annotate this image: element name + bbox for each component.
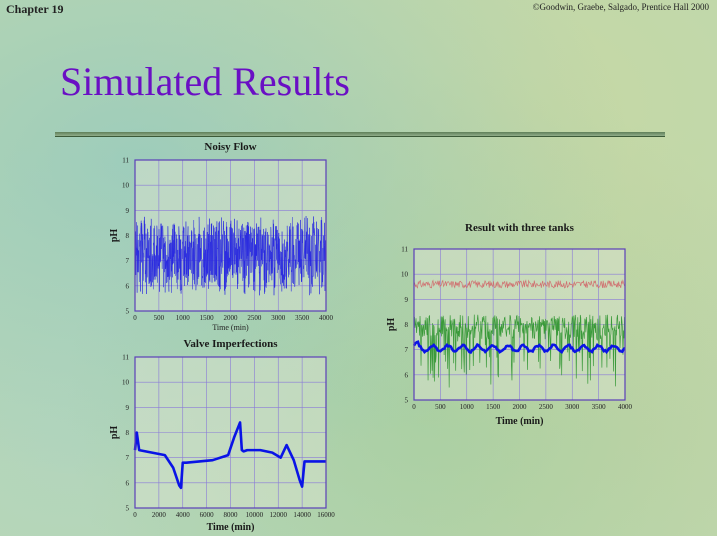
plot-frame <box>134 356 327 509</box>
chapter-label: Chapter 19 <box>6 2 64 16</box>
x-tick-label: 10000 <box>246 511 264 519</box>
y-axis-label: pH <box>386 318 397 332</box>
y-tick-label: 8 <box>126 429 130 437</box>
x-tick-label: 500 <box>154 314 165 322</box>
x-tick-label: 0 <box>133 511 137 519</box>
y-tick-label: 11 <box>401 246 408 254</box>
x-axis-label: Time (min) <box>207 522 255 533</box>
x-tick-label: 1000 <box>176 314 191 322</box>
chart-title: Result with three tanks <box>465 222 575 234</box>
x-tick-label: 2000 <box>152 511 167 519</box>
y-tick-label: 6 <box>126 479 130 487</box>
y-tick-label: 10 <box>401 271 409 279</box>
y-tick-label: 6 <box>126 282 130 290</box>
x-tick-label: 2500 <box>247 314 262 322</box>
y-tick-label: 9 <box>126 404 130 412</box>
y-tick-label: 7 <box>126 454 130 462</box>
y-tick-label: 10 <box>122 379 130 387</box>
series-line <box>413 279 626 289</box>
series-line <box>413 314 626 388</box>
y-tick-label: 9 <box>126 207 130 215</box>
y-tick-label: 11 <box>122 157 129 165</box>
x-tick-label: 0 <box>133 314 137 322</box>
y-tick-label: 10 <box>122 182 130 190</box>
x-tick-label: 12000 <box>270 511 288 519</box>
x-tick-label: 8000 <box>224 511 239 519</box>
x-tick-label: 2000 <box>224 314 239 322</box>
copyright-notice: ©Goodwin, Graebe, Salgado, Prentice Hall… <box>532 2 709 12</box>
slide-title: Simulated Results <box>60 59 350 104</box>
x-tick-label: 500 <box>435 403 446 411</box>
x-tick-label: 4000 <box>618 403 633 411</box>
x-tick-label: 3500 <box>592 403 607 411</box>
x-tick-label: 6000 <box>200 511 215 519</box>
title-divider <box>55 132 665 137</box>
y-tick-label: 7 <box>126 257 130 265</box>
x-tick-label: 0 <box>412 403 416 411</box>
y-tick-label: 6 <box>405 371 409 379</box>
series-line <box>134 216 327 296</box>
x-tick-label: 2000 <box>513 403 528 411</box>
plot-frame <box>413 248 626 401</box>
y-tick-label: 5 <box>126 505 130 513</box>
x-tick-label: 1500 <box>486 403 501 411</box>
y-tick-label: 11 <box>122 354 129 362</box>
series-line <box>133 421 326 490</box>
x-tick-label: 1500 <box>200 314 215 322</box>
x-tick-label: 14000 <box>293 511 311 519</box>
y-axis-label: pH <box>109 426 120 440</box>
x-axis-label: Time (min) <box>496 416 544 427</box>
x-axis-label: Time (min) <box>212 323 249 332</box>
series-line <box>412 340 626 355</box>
y-tick-label: 8 <box>405 321 409 329</box>
y-tick-label: 7 <box>405 346 409 354</box>
y-tick-label: 5 <box>126 308 130 316</box>
x-tick-label: 2500 <box>539 403 554 411</box>
chart-title: Noisy Flow <box>204 141 256 153</box>
x-tick-label: 1000 <box>460 403 475 411</box>
y-tick-label: 5 <box>405 397 409 405</box>
plot-frame <box>134 159 327 312</box>
x-tick-label: 3500 <box>295 314 310 322</box>
x-tick-label: 4000 <box>176 511 191 519</box>
y-tick-label: 9 <box>405 296 409 304</box>
y-tick-label: 8 <box>126 232 130 240</box>
x-tick-label: 3000 <box>271 314 286 322</box>
chart-title: Valve Imperfections <box>184 338 279 350</box>
x-tick-label: 4000 <box>319 314 334 322</box>
x-tick-label: 3000 <box>565 403 580 411</box>
x-tick-label: 16000 <box>317 511 335 519</box>
y-axis-label: pH <box>109 229 120 243</box>
